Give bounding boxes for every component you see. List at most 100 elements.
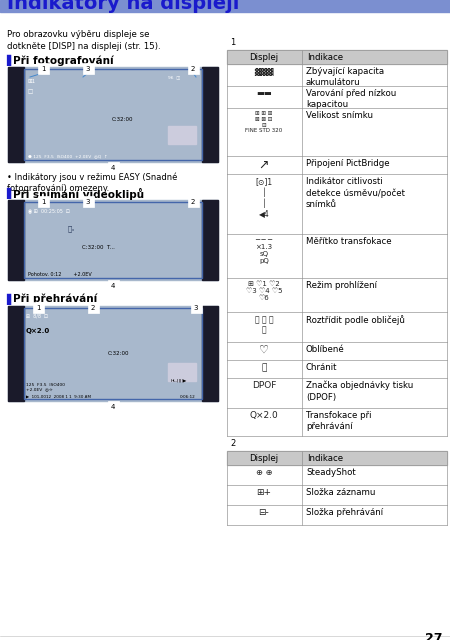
Text: 3: 3 xyxy=(86,199,90,205)
Text: Displej: Displej xyxy=(249,454,279,463)
Text: Indikace: Indikace xyxy=(307,53,343,62)
Text: Displej: Displej xyxy=(249,53,279,62)
Text: 4: 4 xyxy=(111,283,115,289)
Text: ⊞ ⊞ ⊞
⊠ ⊠ ⊟
⊟
FINE STD 320: ⊞ ⊞ ⊞ ⊠ ⊠ ⊟ ⊟ FINE STD 320 xyxy=(245,111,283,133)
Bar xyxy=(227,451,447,465)
Text: ▌: ▌ xyxy=(6,188,14,199)
Bar xyxy=(8,306,218,401)
Text: ↗: ↗ xyxy=(259,159,269,172)
Text: Připojení PictBridge: Připojení PictBridge xyxy=(306,159,390,168)
Text: Roztřídit podle obličejů: Roztřídit podle obličejů xyxy=(306,315,405,325)
Bar xyxy=(24,308,202,399)
Text: C:32:00  T...: C:32:00 T... xyxy=(81,245,114,250)
Text: Oblíbené: Oblíbené xyxy=(306,345,345,354)
Text: ⏵ₒ: ⏵ₒ xyxy=(68,225,75,232)
Text: Zbývající kapacita
akumulátoru: Zbývající kapacita akumulátoru xyxy=(306,67,384,87)
Text: ◉ ⊞  00:25:05  ⊡: ◉ ⊞ 00:25:05 ⊡ xyxy=(28,208,70,213)
Text: Indikátor citlivosti
detekce úsměvu/počet
snímků: Indikátor citlivosti detekce úsměvu/poče… xyxy=(306,177,405,209)
Text: ● 125  F3.5  ISO400  +2.0EV  ◎Q  ↑: ● 125 F3.5 ISO400 +2.0EV ◎Q ↑ xyxy=(28,154,108,158)
Bar xyxy=(202,200,218,280)
Bar xyxy=(8,200,218,280)
Bar xyxy=(227,451,447,465)
Text: 27: 27 xyxy=(426,632,443,640)
Bar xyxy=(191,302,202,313)
Text: 2: 2 xyxy=(230,439,236,448)
Text: ▬▬: ▬▬ xyxy=(256,89,272,98)
Text: Q×2.0: Q×2.0 xyxy=(26,328,50,334)
Text: SteadyShot: SteadyShot xyxy=(306,468,356,477)
Bar xyxy=(8,67,218,162)
Text: 🔑: 🔑 xyxy=(261,363,267,372)
Text: • Indikátory jsou v režimu EASY (Snadné
fotografování) omezeny.: • Indikátory jsou v režimu EASY (Snadné … xyxy=(7,172,177,193)
Text: Při snímání videoklipů: Při snímání videoklipů xyxy=(13,188,144,200)
Bar xyxy=(24,202,202,278)
Bar xyxy=(202,306,218,401)
Text: 4: 4 xyxy=(111,404,115,410)
Text: Indikátory na displeji: Indikátory na displeji xyxy=(7,0,239,13)
Bar xyxy=(38,196,49,207)
Text: □: □ xyxy=(28,89,33,94)
Text: 1: 1 xyxy=(36,305,40,311)
Text: Značka objednávky tisku
(DPOF): Značka objednávky tisku (DPOF) xyxy=(306,381,413,402)
Text: C:32:00: C:32:00 xyxy=(112,117,134,122)
Text: ♡: ♡ xyxy=(259,345,269,355)
Text: 1: 1 xyxy=(41,66,45,72)
Bar xyxy=(108,162,119,173)
Text: Transfokace při
přehrávání: Transfokace při přehrávání xyxy=(306,411,372,431)
Text: ▌: ▌ xyxy=(6,55,14,66)
Text: Složka přehrávání: Složka přehrávání xyxy=(306,508,383,517)
Bar xyxy=(8,306,24,401)
Text: 🧑 🕴 🧑
🧑: 🧑 🕴 🧑 🧑 xyxy=(255,315,273,334)
Text: Při fotografování: Při fotografování xyxy=(13,55,113,65)
Bar xyxy=(188,63,199,74)
Bar xyxy=(108,401,119,412)
Text: Složka záznamu: Složka záznamu xyxy=(306,488,375,497)
Bar xyxy=(88,302,99,313)
Text: 2: 2 xyxy=(191,199,195,205)
Text: 125  F3.5  ISO400
+2.0EV  ◎☆: 125 F3.5 ISO400 +2.0EV ◎☆ xyxy=(26,383,65,392)
Text: Pro obrazovku výběru displeje se
dotkněte [DISP] na displeji (str. 15).: Pro obrazovku výběru displeje se dotknět… xyxy=(7,30,161,51)
Bar xyxy=(8,200,24,280)
Text: Při přehrávání: Při přehrávání xyxy=(13,294,97,305)
Text: ⊞1: ⊞1 xyxy=(28,79,36,84)
Bar xyxy=(8,67,24,162)
Text: ▶  101-0012  2008 1 1  9:30 AM: ▶ 101-0012 2008 1 1 9:30 AM xyxy=(26,395,91,399)
Text: C:32:00: C:32:00 xyxy=(107,351,129,356)
Text: Režim prohlížení: Režim prohlížení xyxy=(306,281,377,290)
Bar xyxy=(168,363,196,381)
Bar xyxy=(83,196,94,207)
Text: Pohotov. 0:12        +2.0EV: Pohotov. 0:12 +2.0EV xyxy=(28,272,92,277)
Text: ⊞ ♡1 ♡2
♡3 ♡4 ♡5
♡6: ⊞ ♡1 ♡2 ♡3 ♡4 ♡5 ♡6 xyxy=(246,281,282,301)
Bar xyxy=(38,63,49,74)
Text: 0:06:12: 0:06:12 xyxy=(180,395,196,399)
Bar xyxy=(227,50,447,64)
Text: ⊞  8/8  ⊡: ⊞ 8/8 ⊡ xyxy=(26,314,48,319)
Text: ─ ─ ─
×1.3
sQ
pQ: ─ ─ ─ ×1.3 sQ pQ xyxy=(256,237,273,264)
Text: Velikost snímku: Velikost snímku xyxy=(306,111,373,120)
Bar xyxy=(24,69,202,160)
Text: ⊟-: ⊟- xyxy=(259,508,270,517)
Text: Chránit: Chránit xyxy=(306,363,338,372)
Text: Q×2.0: Q×2.0 xyxy=(250,411,279,420)
Text: 3: 3 xyxy=(194,305,198,311)
Text: DPOF: DPOF xyxy=(252,381,276,390)
Bar xyxy=(0,0,450,12)
Text: Měřítko transfokace: Měřítko transfokace xyxy=(306,237,392,246)
Bar xyxy=(168,126,196,144)
Bar xyxy=(227,437,239,449)
Text: Varování před nízkou
kapacitou: Varování před nízkou kapacitou xyxy=(306,89,396,109)
Text: 2: 2 xyxy=(191,66,195,72)
Text: HL.||||▶: HL.||||▶ xyxy=(171,379,187,383)
Text: 2: 2 xyxy=(91,305,95,311)
Text: ⊕ ⊕: ⊕ ⊕ xyxy=(256,468,272,477)
Text: ⊞+: ⊞+ xyxy=(256,488,271,497)
Bar xyxy=(108,280,119,291)
Text: 1: 1 xyxy=(230,38,236,47)
Text: Indikace: Indikace xyxy=(307,454,343,463)
Bar xyxy=(188,196,199,207)
Text: 1: 1 xyxy=(41,199,45,205)
Bar xyxy=(33,302,44,313)
Text: [⊙]1
│
│
◀4: [⊙]1 │ │ ◀4 xyxy=(256,177,273,218)
Bar xyxy=(83,63,94,74)
Text: 96  ◫: 96 ◫ xyxy=(168,75,180,79)
